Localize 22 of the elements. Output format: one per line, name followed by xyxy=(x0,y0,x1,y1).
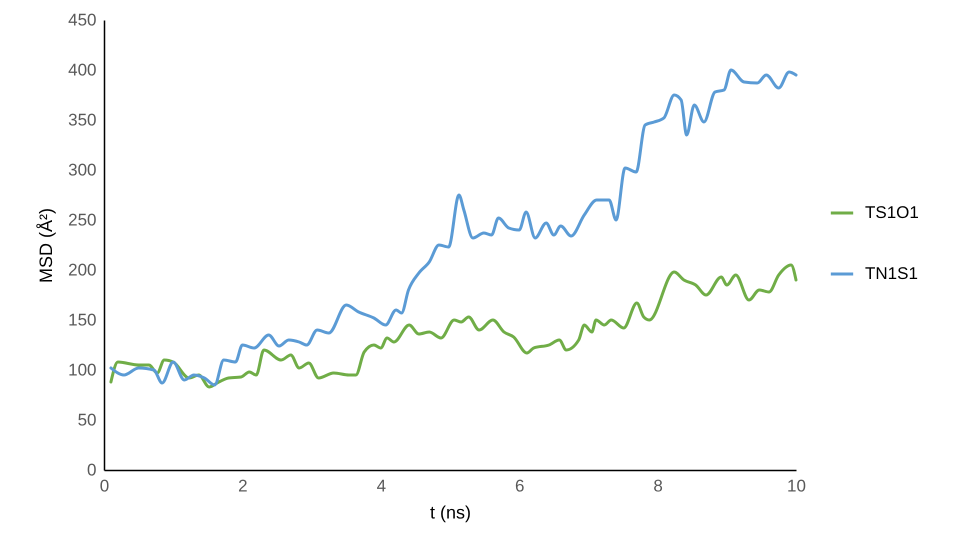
y-tick-label: 100 xyxy=(68,360,96,380)
legend-label: TN1S1 xyxy=(865,264,918,283)
x-tick-label: 8 xyxy=(653,476,663,496)
y-tick-label: 0 xyxy=(87,460,96,480)
y-tick-label: 300 xyxy=(68,160,96,180)
x-tick-label: 10 xyxy=(787,476,806,496)
x-tick-label: 4 xyxy=(376,476,386,496)
line-series xyxy=(109,264,798,388)
y-tick-label: 150 xyxy=(68,310,96,330)
line-series xyxy=(109,68,798,386)
y-tick-label: 450 xyxy=(68,10,96,30)
y-tick-label: 200 xyxy=(68,260,96,280)
y-tick-label: 400 xyxy=(68,60,96,80)
legend-label: TS1O1 xyxy=(865,203,919,222)
y-tick-label: 250 xyxy=(68,210,96,230)
x-axis-title: t (ns) xyxy=(430,502,472,522)
x-tick-label: 2 xyxy=(238,476,248,496)
y-axis-title: MSD (Å²) xyxy=(36,208,56,283)
x-tick-label: 6 xyxy=(514,476,524,496)
y-tick-label: 350 xyxy=(68,110,96,130)
x-tick-label: 0 xyxy=(100,476,110,496)
y-tick-label: 50 xyxy=(78,410,96,430)
